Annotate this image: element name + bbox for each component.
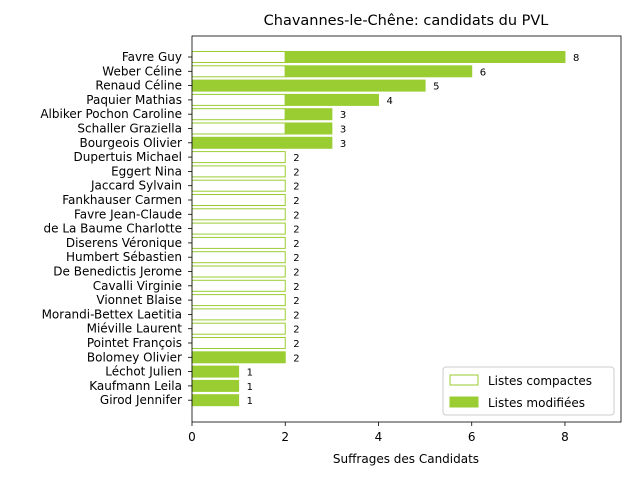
category-label: Humbert Sébastien: [66, 250, 182, 264]
value-label: 2: [293, 196, 299, 207]
value-label: 2: [293, 167, 299, 178]
category-label: de La Baume Charlotte: [44, 222, 183, 236]
bar-compactes: [191, 165, 286, 178]
bar-compactes: [191, 151, 286, 164]
category-label: Fankhauser Carmen: [62, 193, 182, 207]
value-label: 3: [340, 110, 346, 121]
legend-label-compactes: Listes compactes: [488, 374, 592, 388]
bar-compactes: [191, 122, 286, 135]
legend: Listes compactes Listes modifiées: [442, 366, 615, 416]
bar-modifiees: [191, 379, 240, 392]
bar-compactes: [191, 51, 286, 63]
plot-area: Favre Guy 8 Weber Céline 6 Renaud Céline 5 Paq…: [40, 50, 579, 407]
bar-compactes: [191, 322, 286, 335]
bar-compactes: [191, 194, 286, 206]
value-label: 1: [247, 382, 253, 393]
bar-modifiees: [191, 394, 240, 407]
value-label: 2: [293, 253, 299, 264]
value-label: 4: [386, 96, 392, 107]
category-label: Paquier Mathias: [86, 93, 182, 107]
value-label: 2: [293, 153, 299, 164]
bar-compactes: [191, 222, 286, 235]
x-tick-label: 2: [281, 430, 289, 444]
value-label: 2: [293, 210, 299, 221]
plot-frame: [191, 35, 622, 423]
category-label: Diserens Véronique: [66, 236, 182, 250]
bar-compactes: [191, 308, 286, 321]
legend-label-modifiees: Listes modifiées: [488, 396, 585, 410]
x-tick-label: 8: [561, 430, 569, 444]
bar-modifiees: [191, 136, 333, 149]
category-label: Eggert Nina: [111, 164, 182, 178]
category-label: Cavalli Virginie: [93, 279, 182, 293]
value-label: 2: [293, 339, 299, 350]
bar-compactes: [191, 93, 286, 106]
bar-compactes: [191, 265, 286, 278]
category-label: Bourgeois Olivier: [79, 136, 182, 150]
value-label: 8: [573, 53, 579, 64]
bar-compactes: [191, 65, 286, 78]
bar-compactes: [191, 251, 286, 264]
x-tick-label: 6: [468, 430, 476, 444]
x-tick-label: 4: [375, 430, 383, 444]
value-label: 3: [340, 139, 346, 150]
category-label: Vionnet Blaise: [96, 293, 182, 307]
category-label: Jaccard Sylvain: [90, 179, 182, 193]
bar-modifiees: [284, 122, 333, 135]
value-label: 2: [293, 310, 299, 321]
bar-modifiees: [284, 51, 566, 63]
value-label: 2: [293, 296, 299, 307]
bar-modifiees: [191, 365, 240, 378]
category-label: Morandi-Bettex Laetitia: [42, 307, 182, 321]
category-label: Favre Guy: [122, 50, 182, 64]
chart-title: Chavannes-le-Chêne: candidats du PVL: [264, 13, 549, 29]
value-label: 2: [293, 325, 299, 336]
bar-compactes: [191, 108, 286, 121]
legend-box: [442, 366, 615, 416]
category-label: Renaud Céline: [95, 79, 182, 93]
category-label: Schaller Graziella: [77, 122, 182, 136]
bar-modifiees: [284, 65, 473, 78]
value-label: 2: [293, 282, 299, 293]
value-label: 5: [433, 82, 439, 93]
legend-swatch-modifiees: [449, 396, 479, 408]
category-label: Girod Jennifer: [100, 393, 182, 407]
bar-compactes: [191, 179, 286, 192]
value-label: 1: [247, 368, 253, 379]
bar-compactes: [191, 279, 286, 292]
value-label: 6: [480, 67, 486, 78]
bar-modifiees: [284, 93, 379, 106]
value-label: 2: [293, 182, 299, 193]
category-label: Pointet François: [87, 336, 182, 350]
bar-modifiees: [284, 108, 333, 121]
value-label: 2: [293, 353, 299, 364]
x-tick-label: 0: [188, 430, 196, 444]
category-label: Weber Céline: [102, 64, 182, 78]
bar-modifiees: [191, 351, 286, 364]
category-label: Dupertuis Michael: [74, 150, 182, 164]
value-label: 2: [293, 268, 299, 279]
value-label: 2: [293, 225, 299, 236]
value-label: 2: [293, 239, 299, 250]
bar-compactes: [191, 208, 286, 221]
bar-compactes: [191, 337, 286, 349]
bar-compactes: [191, 236, 286, 249]
category-label: Miéville Laurent: [87, 322, 183, 336]
category-label: Léchot Julien: [105, 365, 182, 379]
category-label: Kaufmann Leila: [89, 379, 182, 393]
x-axis-title: Suffrages des Candidats: [333, 452, 479, 466]
category-label: Albiker Pochon Caroline: [40, 107, 182, 121]
legend-swatch-compactes: [449, 374, 479, 386]
value-label: 1: [247, 396, 253, 407]
value-label: 3: [340, 125, 346, 136]
bar-compactes: [191, 294, 286, 307]
category-label: Bolomey Olivier: [87, 350, 182, 364]
category-label: Favre Jean-Claude: [74, 207, 182, 221]
bar-modifiees: [191, 79, 426, 92]
category-label: De Benedictis Jerome: [53, 265, 182, 279]
